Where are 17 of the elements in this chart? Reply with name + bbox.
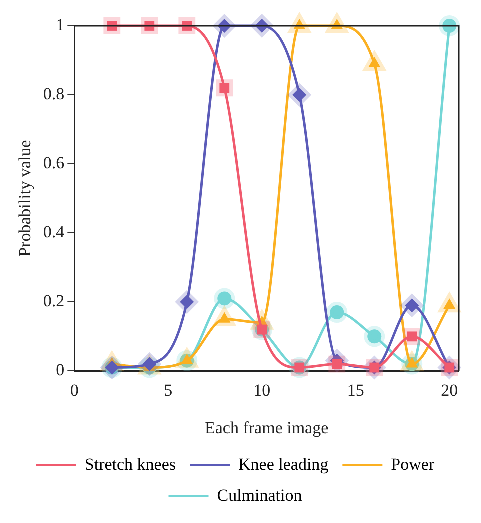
x-tick-label: 5 — [164, 380, 173, 400]
x-axis-title: Each frame image — [204, 418, 329, 438]
x-tick-label: 0 — [70, 380, 79, 400]
x-tick-label: 10 — [254, 380, 271, 400]
y-axis-title: Probability value — [16, 140, 35, 257]
y-tick-label: 1 — [56, 15, 65, 34]
y-tick-label: 0.8 — [43, 84, 65, 104]
y-tick-label: 0.2 — [43, 292, 65, 311]
x-tick-label: 15 — [347, 380, 364, 400]
legend-label: Stretch knees — [84, 454, 176, 474]
legend-label: Knee leading — [238, 454, 330, 474]
x-tick-label: 20 — [441, 380, 458, 400]
y-tick-label: 0 — [56, 360, 65, 380]
legend-label: Culmination — [217, 486, 303, 505]
y-tick-label: 0.6 — [43, 154, 65, 173]
y-tick-label: 0.4 — [43, 222, 66, 242]
legend-label: Power — [391, 454, 435, 474]
